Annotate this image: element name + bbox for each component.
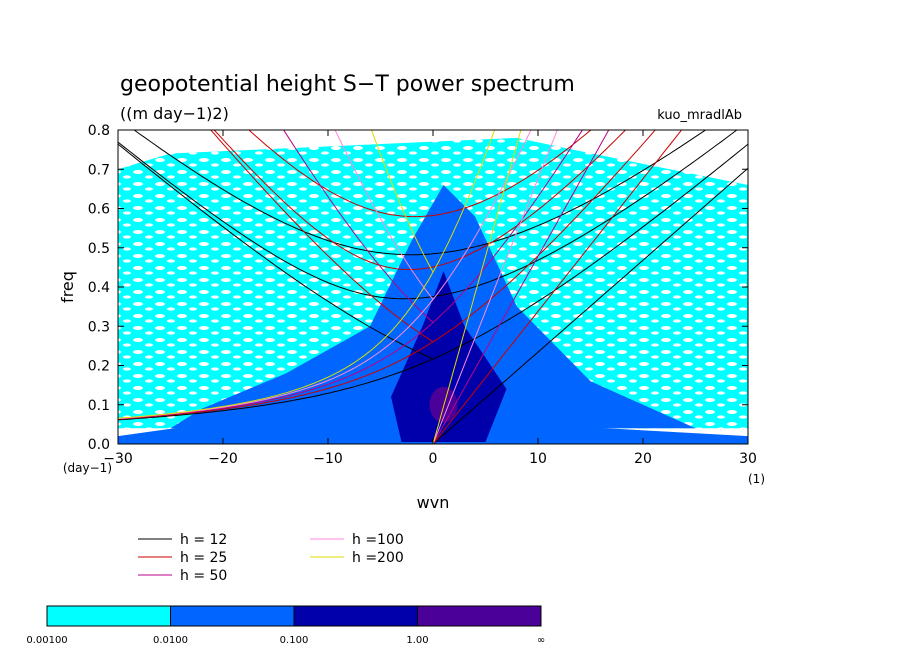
chart-title: geopotential height S−T power spectrum [120,72,575,97]
kelvin-curve-h12 [432,167,748,444]
colorbar-label: 0.0100 [153,635,188,646]
y-tick-label: 0.7 [88,162,110,178]
y-tick-label: 0.4 [88,280,110,296]
y-axis-label: freq [58,271,77,303]
kelvin-curve-h25 [432,130,683,444]
ig2-curve-h12 [133,130,707,256]
spectral-power-contours [118,130,748,444]
legend-label: h = 12 [180,532,227,548]
y-tick-label: 0.3 [88,319,110,335]
colorbar-label: ∞ [537,635,545,646]
run-label: kuo_mradlAb [657,108,742,123]
x-tick-label: 30 [739,451,757,467]
level-2-region [391,271,507,443]
color-bar: 0.00100 0.0100 0.100 1.00 ∞ [26,605,545,646]
colorbar-segment [417,605,542,627]
kelvin-curve-h200 [432,130,522,444]
x-tick-label: −20 [208,451,238,467]
x-tick-label: 20 [634,451,652,467]
y-tick-label: 0.5 [88,241,110,257]
westward-curve-h12 [118,143,434,360]
x-axis-label: wvn [417,493,450,512]
colorbar-label: 0.100 [280,635,309,646]
ig1-curve-h25 [213,130,627,270]
x-tick-label: 0 [429,451,438,467]
legend-label: h = 25 [180,550,227,566]
x-axis-unit: (1) [748,472,765,486]
westward-curve-h100 [334,130,434,300]
curve-legend: h = 12 h = 25 h = 50 h =100 h =200 [138,532,404,584]
y-tick-label: 0.0 [88,437,110,453]
mrg-curve-h50 [118,130,584,420]
westward-curve-h25 [210,130,434,343]
y-axis-unit: (day−1) [63,461,112,475]
colorbar-label: 0.00100 [26,635,67,646]
colorbar-label: 1.00 [406,635,428,646]
colorbar-segment [46,605,171,627]
legend-label: h = 50 [180,568,227,584]
legend-label: h =200 [352,550,404,566]
y-tick-label: 0.2 [88,359,110,375]
kelvin-curve-h100 [432,130,558,444]
axes: −30 −20 −10 0 10 20 30 0.0 0.1 0.2 0.3 0.4 0.5 0.6 0.7… [88,123,757,467]
westward-curve-h200 [370,130,434,273]
legend-label: h =100 [352,532,404,548]
westward-curve-h50 [283,130,434,323]
plot-area [118,130,748,444]
kelvin-curve-h50 [432,130,610,444]
colorbar-segment [170,605,295,627]
mrg-curve-h200 [118,130,496,419]
colorbar-segment [293,605,418,627]
x-tick-label: −10 [313,451,343,467]
y-tick-label: 0.1 [88,398,110,414]
y-tick-label: 0.6 [88,202,110,218]
chart-subtitle: ((m day−1)2) [120,104,229,123]
x-tick-label: −30 [103,451,133,467]
ig1-curve-h12 [118,130,738,300]
x-tick-label: 10 [529,451,547,467]
y-tick-label: 0.8 [88,123,110,139]
dispersion-curves [118,130,748,444]
mrg-curve-h25 [118,130,656,420]
